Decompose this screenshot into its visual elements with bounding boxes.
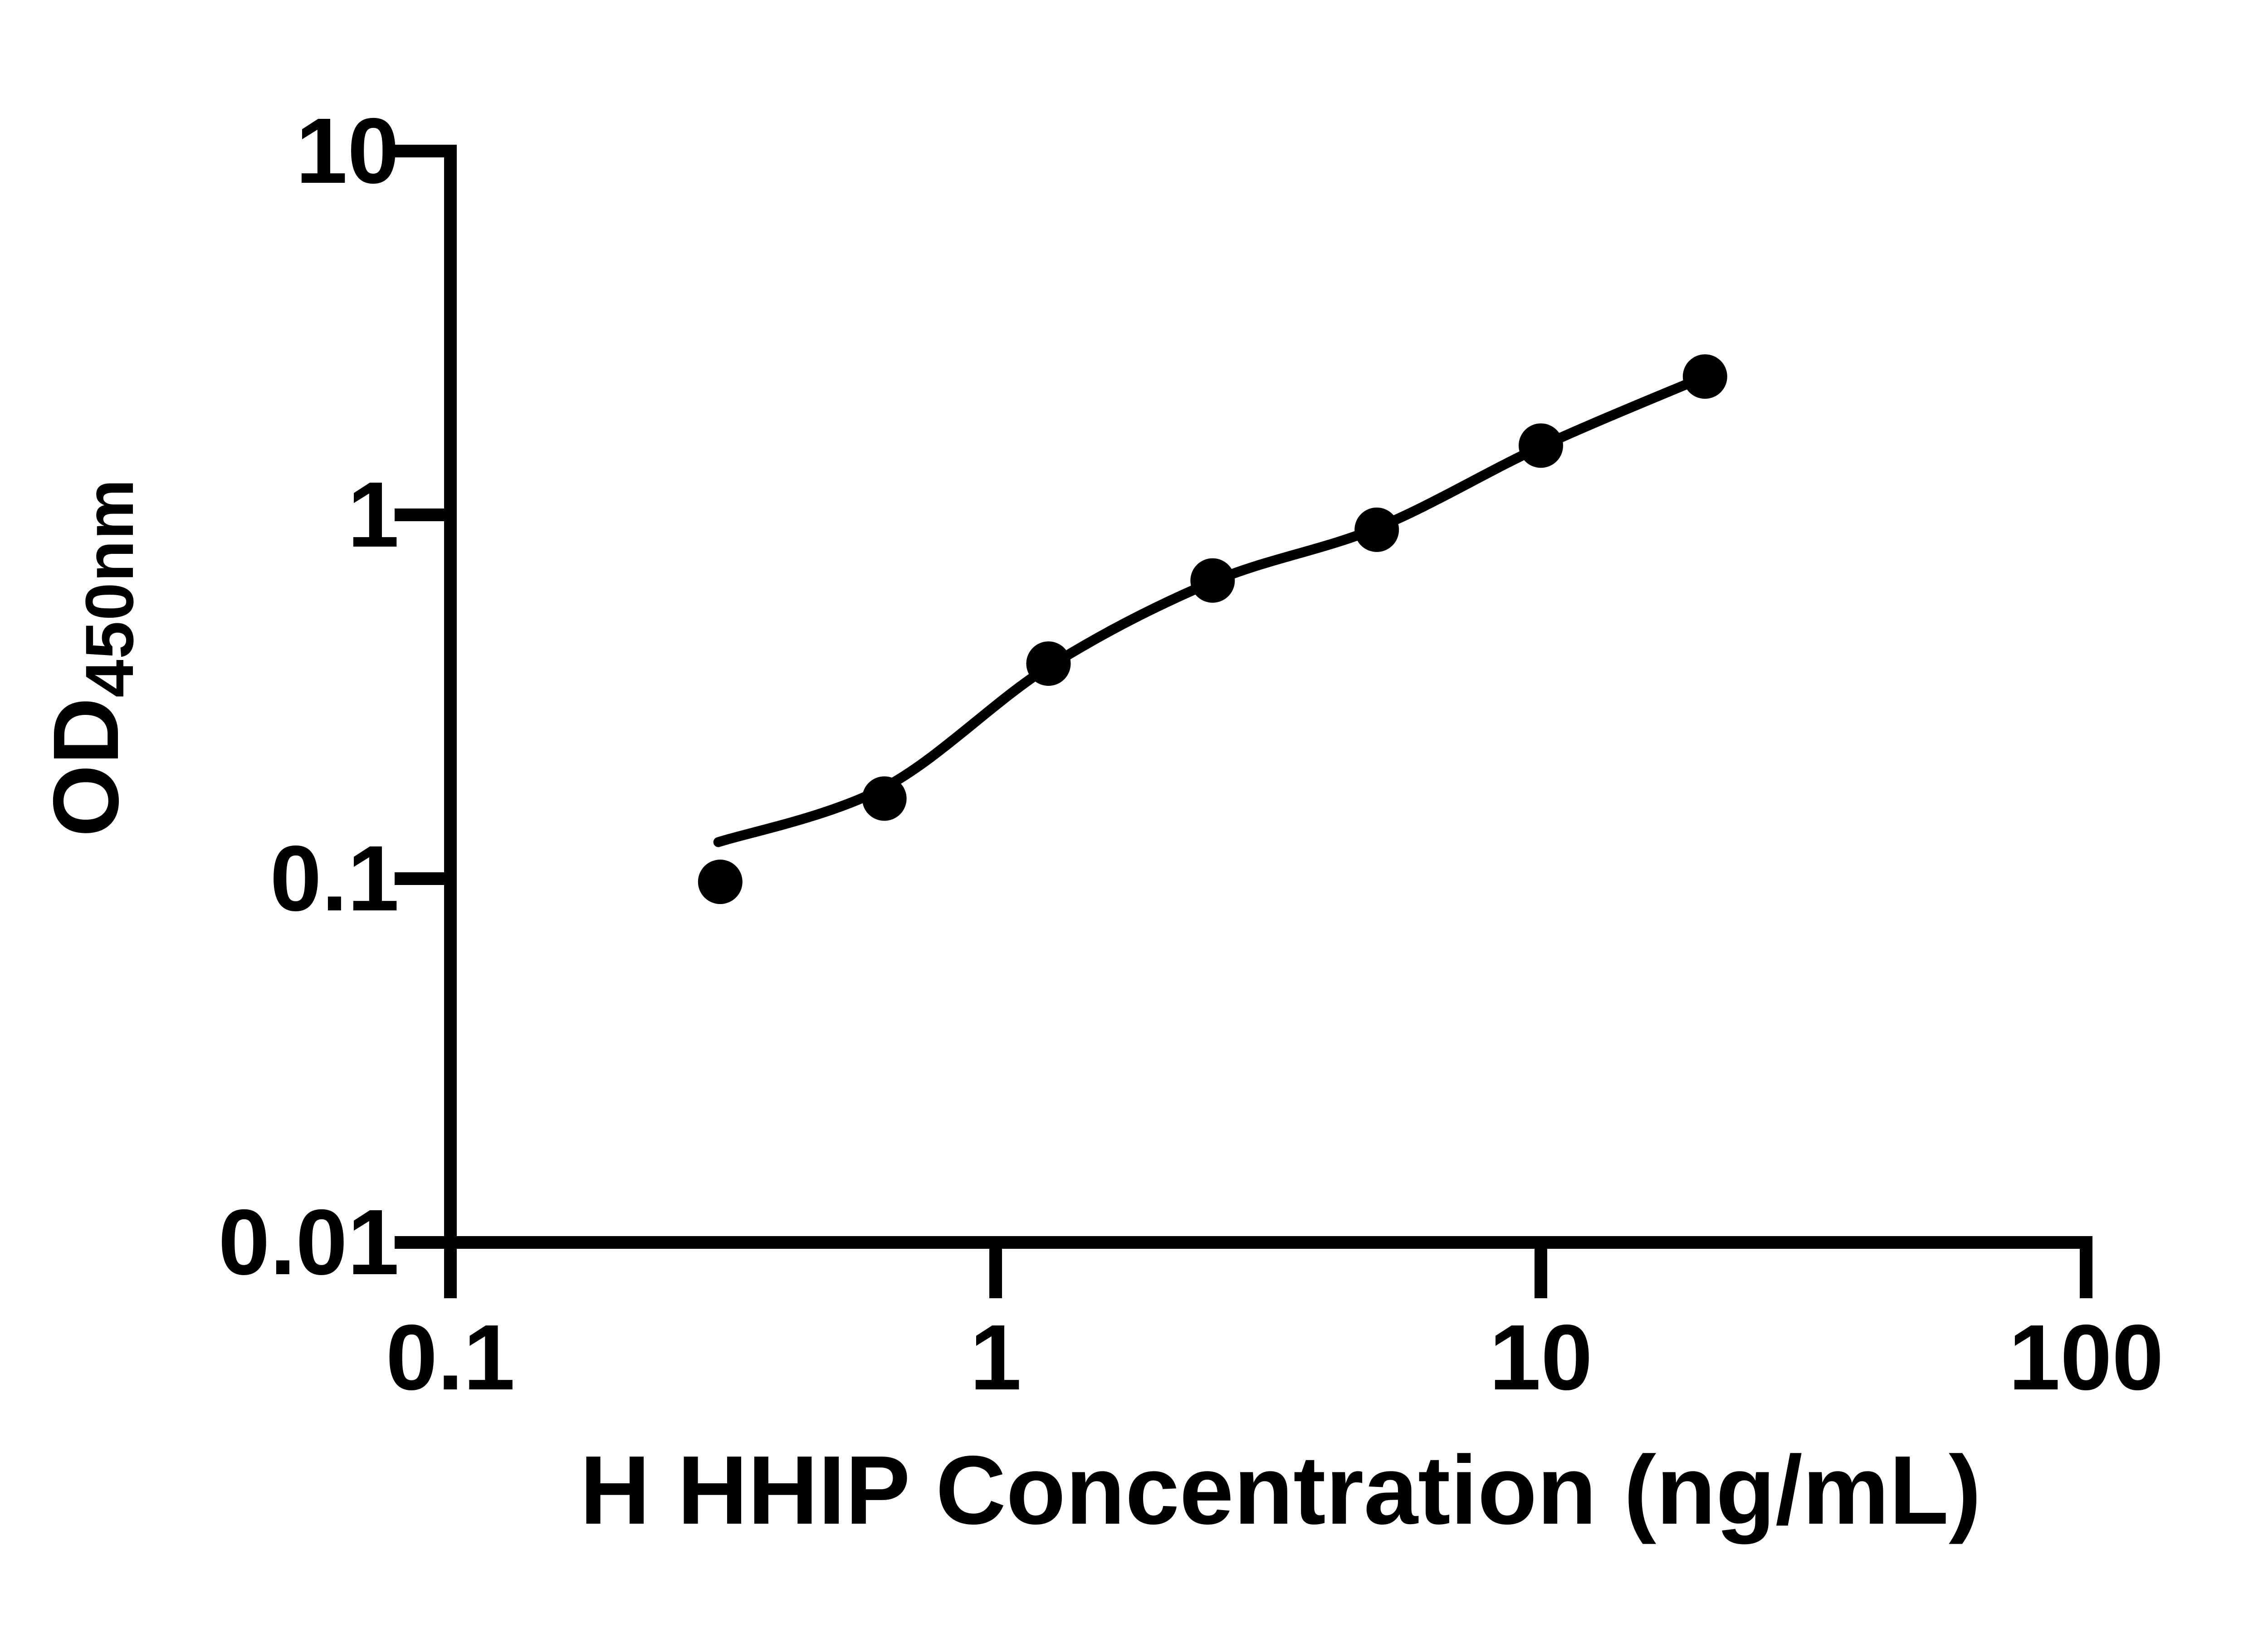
y-axis-title: OD450nm xyxy=(20,204,152,1111)
y-tick-label-0-1: 0.1 xyxy=(270,826,399,930)
data-point xyxy=(1026,641,1071,686)
data-point xyxy=(1190,558,1235,603)
x-axis-title: H HHIP Concentration (ng/mL) xyxy=(580,1435,1981,1545)
x-tick-label-0-1: 0.1 xyxy=(386,1305,515,1409)
y-axis-title-main: OD xyxy=(34,697,138,837)
y-axis-title-subscript: 450nm xyxy=(71,478,147,698)
x-tick-label-1: 1 xyxy=(969,1305,1022,1409)
x-tick-label-100: 100 xyxy=(2008,1305,2164,1409)
y-tick-label-10: 10 xyxy=(295,99,399,203)
data-point xyxy=(1682,354,1727,399)
data-point xyxy=(1519,423,1563,468)
data-point xyxy=(862,776,907,821)
x-tick-label-10: 10 xyxy=(1489,1305,1593,1409)
y-tick-label-1: 1 xyxy=(347,463,399,567)
data-point xyxy=(698,860,743,905)
data-point xyxy=(1354,507,1399,552)
y-tick-label-0-01: 0.01 xyxy=(218,1190,399,1294)
